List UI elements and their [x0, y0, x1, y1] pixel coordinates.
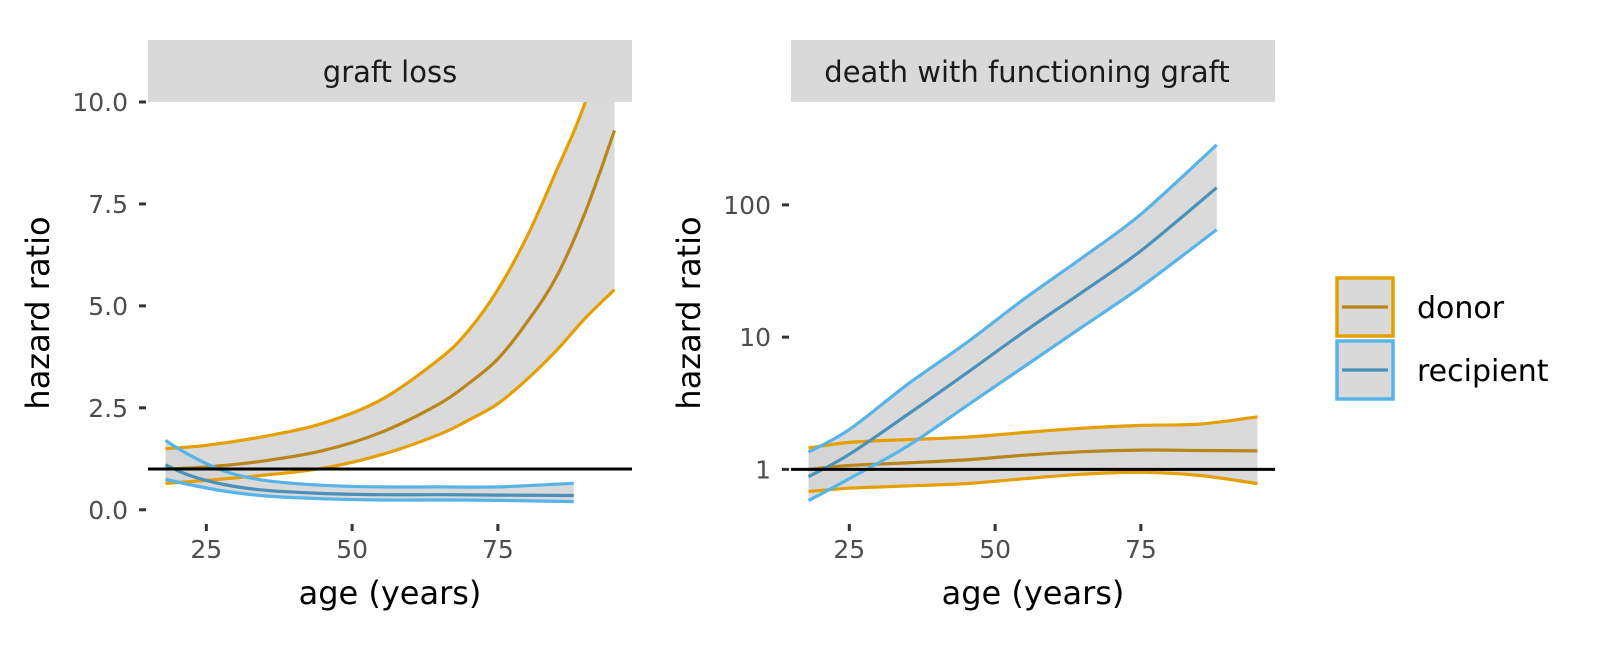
donor-lower-bound [808, 470, 1258, 494]
recipient-upper-bound [807, 143, 1218, 454]
x-tick-label: 50 [979, 535, 1011, 564]
y-axis-title: hazard ratio [670, 216, 708, 409]
y-axis-title: hazard ratio [19, 216, 57, 409]
panel-graft-loss: graft loss 0.0 2.5 5.0 7.5 10.0 25 50 75 age (… [19, 40, 632, 612]
y-axis: 0.0 2.5 5.0 7.5 10.0 [72, 88, 146, 525]
y-tick-label: 100 [723, 191, 771, 220]
panel-death-with-functioning-graft: death with functioning graft 1 10 100 25 50… [670, 40, 1275, 612]
x-tick-label: 25 [833, 535, 865, 564]
y-tick-label: 1 [755, 455, 771, 484]
line-layer [807, 143, 1258, 503]
x-tick-label: 75 [482, 535, 514, 564]
donor-estimate-line [808, 448, 1258, 471]
legend-label: recipient [1417, 354, 1549, 389]
x-axis-title: age (years) [299, 574, 482, 612]
donor-upper-bound [808, 415, 1258, 450]
x-axis-title: age (years) [942, 574, 1125, 612]
x-axis: 25 50 75 [833, 524, 1157, 564]
strip-title: death with functioning graft [824, 55, 1229, 89]
y-tick-label: 10.0 [72, 88, 128, 117]
recipient-estimate-line [807, 186, 1218, 479]
donor-estimate-line [165, 129, 617, 471]
x-tick-label: 50 [336, 535, 368, 564]
y-tick-label: 2.5 [88, 394, 128, 423]
y-tick-label: 10 [739, 323, 771, 352]
recipient-ribbon [165, 440, 574, 502]
recipient-estimate-line [164, 463, 574, 498]
legend: donor recipient [1335, 276, 1549, 401]
legend-item-donor: donor [1335, 276, 1505, 338]
strip-background [148, 40, 632, 102]
strip-background [791, 40, 1275, 102]
donor-lower-bound [165, 288, 616, 485]
recipient-upper-bound [164, 439, 574, 489]
y-tick-label: 7.5 [88, 190, 128, 219]
x-tick-label: 25 [190, 535, 222, 564]
line-layer [164, 102, 617, 504]
x-tick-label: 75 [1125, 535, 1157, 564]
y-axis: 1 10 100 [723, 191, 789, 484]
legend-label: donor [1417, 291, 1505, 326]
recipient-lower-bound [165, 477, 574, 504]
y-tick-label: 5.0 [88, 292, 128, 321]
donor-upper-bound [165, 102, 587, 451]
x-axis: 25 50 75 [190, 524, 514, 564]
ribbon-layer [165, 102, 615, 502]
donor-ribbon [165, 102, 615, 484]
y-tick-label: 0.0 [88, 496, 128, 525]
legend-item-recipient: recipient [1335, 339, 1549, 401]
strip-title: graft loss [323, 55, 457, 89]
recipient-lower-bound [807, 228, 1218, 503]
